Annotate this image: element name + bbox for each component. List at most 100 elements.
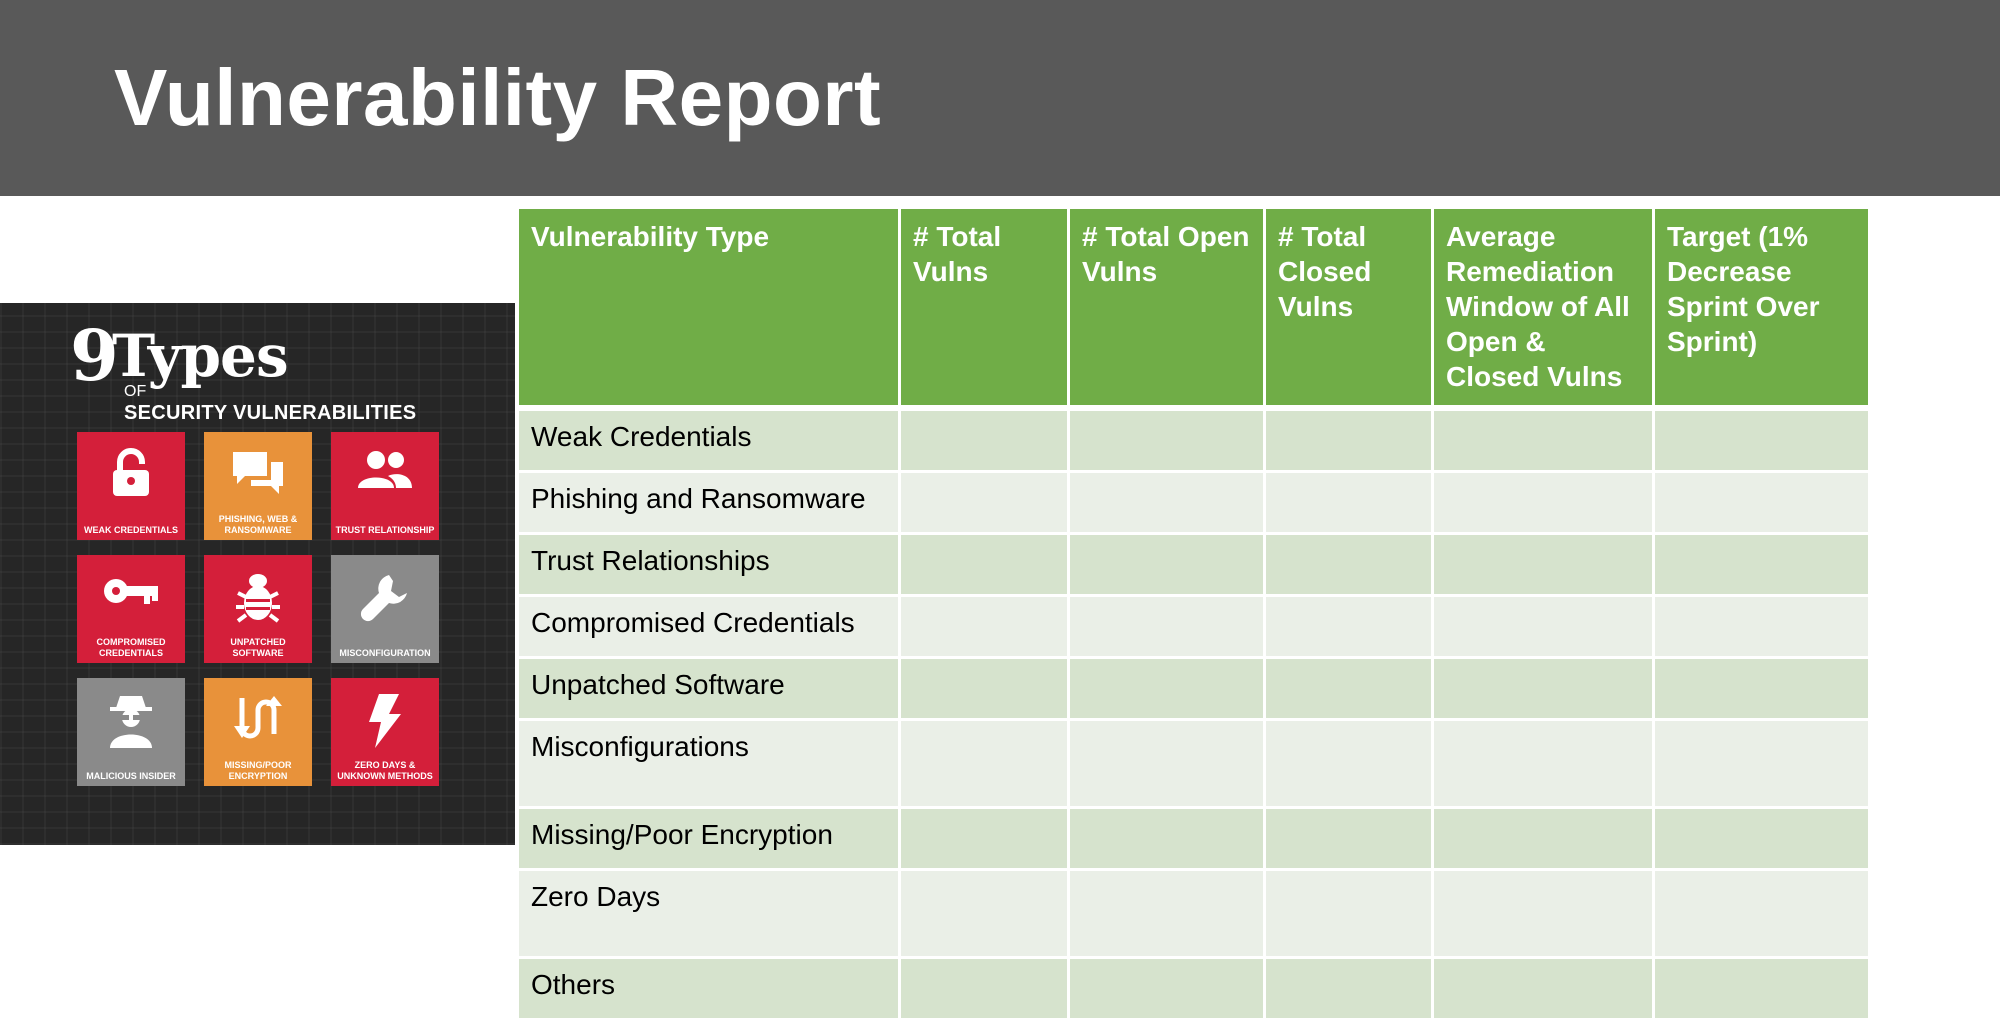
vulnerability-type-cell: Missing/Poor Encryption bbox=[516, 806, 901, 871]
table-cell bbox=[1652, 806, 1871, 871]
table-cell bbox=[1263, 594, 1434, 659]
table-cell bbox=[1263, 718, 1434, 809]
table-row: Misconfigurations bbox=[516, 718, 1871, 809]
table-cell bbox=[1067, 806, 1266, 871]
tile-label: MISSING/POOR ENCRYPTION bbox=[224, 760, 292, 781]
security-vulnerabilities-infographic: 9 Types OF SECURITY VULNERABILITIES WEAK… bbox=[0, 303, 515, 845]
tile-compromised-credentials: COMPROMISED CREDENTIALS bbox=[77, 555, 185, 663]
header-total-vulns: # Total Vulns bbox=[898, 206, 1070, 410]
table-cell bbox=[1431, 806, 1655, 871]
table-cell bbox=[1431, 656, 1655, 721]
table-row: Zero Days bbox=[516, 868, 1871, 959]
table-row: Trust Relationships bbox=[516, 532, 1871, 597]
table-cell bbox=[1431, 532, 1655, 597]
infographic-subtitle: SECURITY VULNERABILITIES bbox=[124, 402, 417, 424]
vulnerability-type-cell: Zero Days bbox=[516, 868, 901, 959]
table-cell bbox=[898, 406, 1070, 473]
header-total-open-vulns: # Total Open Vulns bbox=[1067, 206, 1266, 410]
tile-misconfiguration: MISCONFIGURATION bbox=[331, 555, 439, 663]
tile-zero-days: ZERO DAYS & UNKNOWN METHODS bbox=[331, 678, 439, 786]
lock-icon bbox=[113, 448, 149, 496]
vulnerability-type-cell: Compromised Credentials bbox=[516, 594, 901, 659]
table-cell bbox=[1652, 718, 1871, 809]
table-row: Others bbox=[516, 956, 1871, 1021]
table-cell bbox=[1263, 956, 1434, 1021]
table-cell bbox=[1431, 956, 1655, 1021]
tile-label: WEAK CREDENTIALS bbox=[84, 525, 178, 535]
tile-label: UNPATCHED SOFTWARE bbox=[230, 637, 286, 658]
table-header-row: Vulnerability Type # Total Vulns # Total… bbox=[516, 206, 1871, 410]
tile-weak-credentials: WEAK CREDENTIALS bbox=[77, 432, 185, 540]
table-cell bbox=[898, 806, 1070, 871]
vulnerability-type-cell: Unpatched Software bbox=[516, 656, 901, 721]
tile-phishing: PHISHING, WEB & RANSOMWARE bbox=[204, 432, 312, 540]
table-cell bbox=[1067, 718, 1266, 809]
table-cell bbox=[898, 470, 1070, 535]
chat-bubbles-icon bbox=[233, 452, 283, 494]
table-row: Compromised Credentials bbox=[516, 594, 1871, 659]
lightning-icon bbox=[369, 694, 401, 748]
header-vulnerability-type: Vulnerability Type bbox=[516, 206, 901, 410]
infographic-word: Types bbox=[112, 322, 289, 390]
table-row: Weak Credentials bbox=[516, 406, 1871, 473]
table-cell bbox=[1652, 406, 1871, 473]
table-cell bbox=[1652, 956, 1871, 1021]
vulnerability-type-cell: Trust Relationships bbox=[516, 532, 901, 597]
tile-label: MALICIOUS INSIDER bbox=[86, 771, 176, 781]
tile-label: PHISHING, WEB & RANSOMWARE bbox=[218, 514, 298, 535]
vulnerability-type-cell: Phishing and Ransomware bbox=[516, 470, 901, 535]
tile-malicious-insider: MALICIOUS INSIDER bbox=[77, 678, 185, 786]
tile-label: TRUST RELATIONSHIP bbox=[335, 525, 435, 535]
tile-label: ZERO DAYS & UNKNOWN METHODS bbox=[337, 760, 433, 781]
table-cell bbox=[1652, 656, 1871, 721]
users-icon bbox=[358, 451, 412, 488]
tile-missing-encryption: MISSING/POOR ENCRYPTION bbox=[204, 678, 312, 786]
table-cell bbox=[898, 656, 1070, 721]
table-cell bbox=[1652, 532, 1871, 597]
header-total-closed-vulns: # Total Closed Vulns bbox=[1263, 206, 1434, 410]
table-cell bbox=[1067, 406, 1266, 473]
table-cell bbox=[898, 718, 1070, 809]
table-cell bbox=[1431, 406, 1655, 473]
table-cell bbox=[1067, 470, 1266, 535]
table-cell bbox=[1652, 470, 1871, 535]
bug-icon bbox=[236, 574, 280, 623]
table-row: Unpatched Software bbox=[516, 656, 1871, 721]
header-average-remediation-window: Average Remediation Window of All Open &… bbox=[1431, 206, 1655, 410]
table-cell bbox=[898, 532, 1070, 597]
table-cell bbox=[1067, 532, 1266, 597]
vulnerability-type-cell: Misconfigurations bbox=[516, 718, 901, 809]
table-cell bbox=[1263, 656, 1434, 721]
tile-label: COMPROMISED CREDENTIALS bbox=[96, 637, 166, 658]
table-cell bbox=[898, 594, 1070, 659]
header-target: Target (1% Decrease Sprint Over Sprint) bbox=[1652, 206, 1871, 410]
table-cell bbox=[1263, 806, 1434, 871]
infographic-number: 9 bbox=[70, 314, 119, 397]
table-cell bbox=[1263, 470, 1434, 535]
table-cell bbox=[1263, 868, 1434, 959]
table-cell bbox=[1067, 868, 1266, 959]
table-cell bbox=[1263, 406, 1434, 473]
arrows-icon bbox=[234, 696, 282, 739]
table-cell bbox=[1652, 868, 1871, 959]
table-cell bbox=[898, 868, 1070, 959]
table-cell bbox=[1067, 656, 1266, 721]
tile-unpatched-software: UNPATCHED SOFTWARE bbox=[204, 555, 312, 663]
vulnerability-type-cell: Others bbox=[516, 956, 901, 1021]
title-banner: Vulnerability Report bbox=[0, 0, 2000, 196]
table-cell bbox=[1431, 868, 1655, 959]
table-cell bbox=[898, 956, 1070, 1021]
vulnerability-table: Vulnerability Type # Total Vulns # Total… bbox=[516, 206, 1871, 1021]
table-cell bbox=[1652, 594, 1871, 659]
infographic-of: OF bbox=[124, 383, 147, 400]
table-cell bbox=[1067, 956, 1266, 1021]
wrench-icon bbox=[360, 575, 407, 622]
key-icon bbox=[104, 579, 158, 604]
tile-trust-relationship: TRUST RELATIONSHIP bbox=[331, 432, 439, 540]
page-title: Vulnerability Report bbox=[114, 53, 882, 142]
tile-label: MISCONFIGURATION bbox=[339, 648, 431, 658]
table-row: Missing/Poor Encryption bbox=[516, 806, 1871, 871]
table-row: Phishing and Ransomware bbox=[516, 470, 1871, 535]
spy-icon bbox=[110, 696, 152, 748]
table-cell bbox=[1431, 718, 1655, 809]
